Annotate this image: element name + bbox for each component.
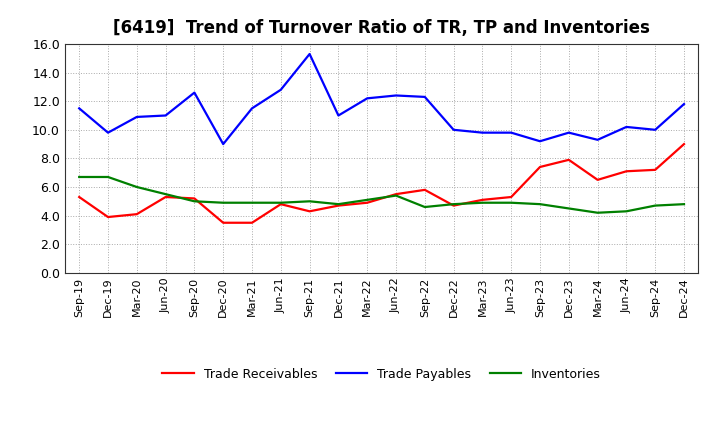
Inventories [334, 202, 343, 207]
Line: Inventories: Inventories [79, 177, 684, 213]
Inventories [75, 174, 84, 180]
Trade Receivables [449, 203, 458, 208]
Inventories [104, 174, 112, 180]
Trade Receivables [507, 194, 516, 200]
Trade Receivables [132, 212, 141, 217]
Trade Receivables [276, 202, 285, 207]
Trade Payables [248, 106, 256, 111]
Trade Payables [593, 137, 602, 143]
Title: [6419]  Trend of Turnover Ratio of TR, TP and Inventories: [6419] Trend of Turnover Ratio of TR, TP… [113, 19, 650, 37]
Inventories [507, 200, 516, 205]
Trade Payables [161, 113, 170, 118]
Trade Payables [478, 130, 487, 136]
Inventories [564, 206, 573, 211]
Trade Receivables [161, 194, 170, 200]
Trade Payables [420, 94, 429, 99]
Line: Trade Payables: Trade Payables [79, 54, 684, 144]
Inventories [536, 202, 544, 207]
Trade Payables [507, 130, 516, 136]
Trade Payables [363, 96, 372, 101]
Inventories [392, 193, 400, 198]
Trade Payables [305, 51, 314, 57]
Trade Receivables [363, 200, 372, 205]
Inventories [248, 200, 256, 205]
Trade Receivables [334, 203, 343, 208]
Inventories [190, 198, 199, 204]
Trade Payables [449, 127, 458, 132]
Trade Payables [219, 141, 228, 147]
Trade Receivables [305, 209, 314, 214]
Inventories [680, 202, 688, 207]
Inventories [651, 203, 660, 208]
Trade Payables [622, 124, 631, 129]
Trade Receivables [219, 220, 228, 225]
Trade Receivables [104, 214, 112, 220]
Trade Payables [536, 139, 544, 144]
Inventories [219, 200, 228, 205]
Trade Receivables [190, 196, 199, 201]
Inventories [593, 210, 602, 215]
Trade Payables [132, 114, 141, 120]
Inventories [132, 184, 141, 190]
Inventories [478, 200, 487, 205]
Trade Receivables [75, 194, 84, 200]
Trade Payables [651, 127, 660, 132]
Trade Payables [392, 93, 400, 98]
Trade Receivables [622, 169, 631, 174]
Trade Payables [276, 87, 285, 92]
Trade Receivables [536, 164, 544, 169]
Inventories [276, 200, 285, 205]
Trade Receivables [392, 191, 400, 197]
Inventories [161, 191, 170, 197]
Inventories [363, 197, 372, 202]
Trade Payables [680, 101, 688, 106]
Trade Receivables [420, 187, 429, 192]
Trade Payables [104, 130, 112, 136]
Trade Payables [75, 106, 84, 111]
Trade Receivables [680, 141, 688, 147]
Legend: Trade Receivables, Trade Payables, Inventories: Trade Receivables, Trade Payables, Inven… [157, 363, 606, 385]
Trade Payables [564, 130, 573, 136]
Inventories [420, 204, 429, 210]
Trade Payables [334, 113, 343, 118]
Trade Receivables [593, 177, 602, 183]
Trade Payables [190, 90, 199, 95]
Trade Receivables [248, 220, 256, 225]
Trade Receivables [478, 197, 487, 202]
Inventories [449, 202, 458, 207]
Trade Receivables [564, 157, 573, 162]
Trade Receivables [651, 167, 660, 172]
Inventories [622, 209, 631, 214]
Inventories [305, 198, 314, 204]
Line: Trade Receivables: Trade Receivables [79, 144, 684, 223]
